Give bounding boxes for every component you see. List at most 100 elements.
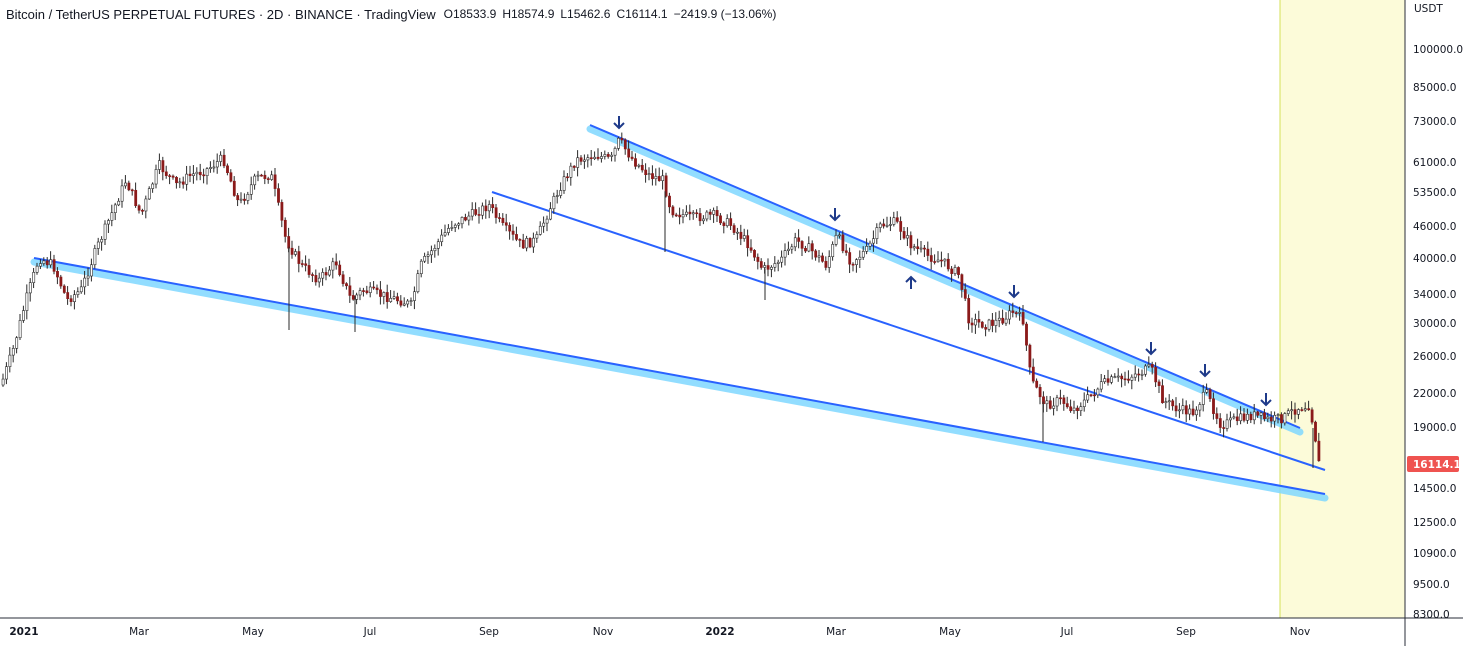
candle-body	[1089, 394, 1093, 397]
candle-body	[929, 255, 933, 262]
candle-body	[1215, 413, 1219, 419]
candle-body	[838, 234, 841, 237]
candle-body	[66, 292, 70, 299]
candle-body	[379, 289, 382, 297]
time-tick-label: May	[939, 626, 961, 638]
symbol-title[interactable]: Bitcoin / TetherUS PERPETUAL FUTURES · 2…	[6, 6, 436, 22]
candle-body	[800, 241, 804, 249]
candle-body	[749, 247, 753, 251]
candle-body	[35, 265, 39, 273]
candle-body	[603, 154, 607, 157]
candle-body	[518, 239, 522, 241]
candle-body	[960, 274, 964, 290]
candle-body	[634, 158, 637, 167]
candle-body	[695, 212, 699, 215]
candle-body	[1079, 406, 1083, 411]
time-tick-label: 2021	[9, 626, 38, 638]
time-tick-label: Nov	[1290, 626, 1311, 638]
candle-body	[1055, 397, 1059, 407]
candle-body	[491, 204, 495, 209]
candle-body	[712, 210, 716, 215]
price-tick-label: 73000.0	[1413, 116, 1456, 128]
candle-body	[732, 225, 736, 233]
candle-body	[62, 285, 66, 293]
candle-body	[1065, 403, 1069, 408]
candle-body	[511, 230, 515, 235]
candle-body	[368, 286, 372, 293]
candle-body	[103, 223, 107, 240]
candle-body	[171, 175, 175, 178]
price-tick-label: 19000.0	[1413, 422, 1456, 434]
candle-body	[1191, 408, 1195, 416]
candle-body	[736, 231, 739, 234]
price-tick-label: 30000.0	[1413, 318, 1456, 330]
candle-body	[807, 243, 811, 252]
candle-body	[11, 348, 15, 356]
candle-body	[1116, 375, 1120, 378]
candle-body	[277, 188, 280, 203]
candle-body	[821, 255, 824, 262]
candle-body	[501, 217, 505, 224]
candle-body	[1232, 416, 1236, 419]
candle-body	[464, 217, 467, 221]
candle-body	[882, 223, 886, 227]
candle-body	[1106, 378, 1110, 383]
candle-body	[515, 234, 518, 240]
price-tick-label: 8300.0	[1413, 609, 1450, 621]
candle-body	[997, 317, 1001, 321]
trendline-highlight	[30, 258, 1329, 502]
candle-body	[1052, 405, 1056, 409]
trendline[interactable]	[491, 191, 1326, 471]
candle-body	[963, 289, 967, 299]
candle-body	[73, 294, 76, 302]
candle-body	[508, 224, 512, 232]
candle-body	[362, 290, 365, 292]
candle-body	[1246, 413, 1249, 421]
candles-layer	[1, 132, 1321, 468]
candle-body	[1222, 427, 1226, 429]
trendline[interactable]	[33, 257, 1326, 495]
candle-body	[1004, 318, 1008, 324]
candle-body	[232, 180, 236, 196]
candle-body	[844, 250, 848, 253]
candle-body	[1218, 418, 1222, 428]
candle-body	[827, 256, 831, 268]
candle-body	[606, 154, 610, 157]
candle-body	[617, 137, 620, 149]
candle-body	[1252, 411, 1256, 421]
candle-body	[1317, 440, 1321, 462]
candle-body	[32, 272, 36, 283]
candle-body	[824, 260, 828, 268]
candle-body	[1184, 405, 1188, 415]
candle-body	[1144, 365, 1147, 375]
candle-body	[1123, 378, 1127, 381]
trendline[interactable]	[589, 124, 1301, 429]
candle-body	[872, 238, 875, 244]
candle-body	[351, 295, 355, 300]
candle-body	[1242, 413, 1246, 421]
candle-body	[521, 239, 525, 249]
candle-body	[1266, 416, 1270, 420]
candle-body	[593, 156, 597, 160]
down-arrow-icon	[1008, 285, 1020, 299]
price-tick-label: 46000.0	[1413, 221, 1456, 233]
candle-body	[1099, 381, 1103, 390]
candle-body	[970, 322, 974, 326]
candle-body	[137, 205, 141, 211]
candle-body	[474, 209, 478, 215]
candle-body	[1011, 310, 1015, 313]
candle-body	[926, 248, 930, 256]
candle-body	[1212, 398, 1215, 414]
candle-body	[304, 263, 308, 266]
candle-body	[202, 174, 206, 177]
candle-body	[487, 204, 491, 212]
candle-body	[657, 176, 661, 181]
chart-header: Bitcoin / TetherUS PERPETUAL FUTURES · 2…	[6, 5, 776, 23]
time-tick-label: Mar	[826, 626, 846, 638]
candle-body	[651, 173, 654, 180]
time-tick-label: Mar	[129, 626, 149, 638]
candle-body	[79, 286, 83, 293]
